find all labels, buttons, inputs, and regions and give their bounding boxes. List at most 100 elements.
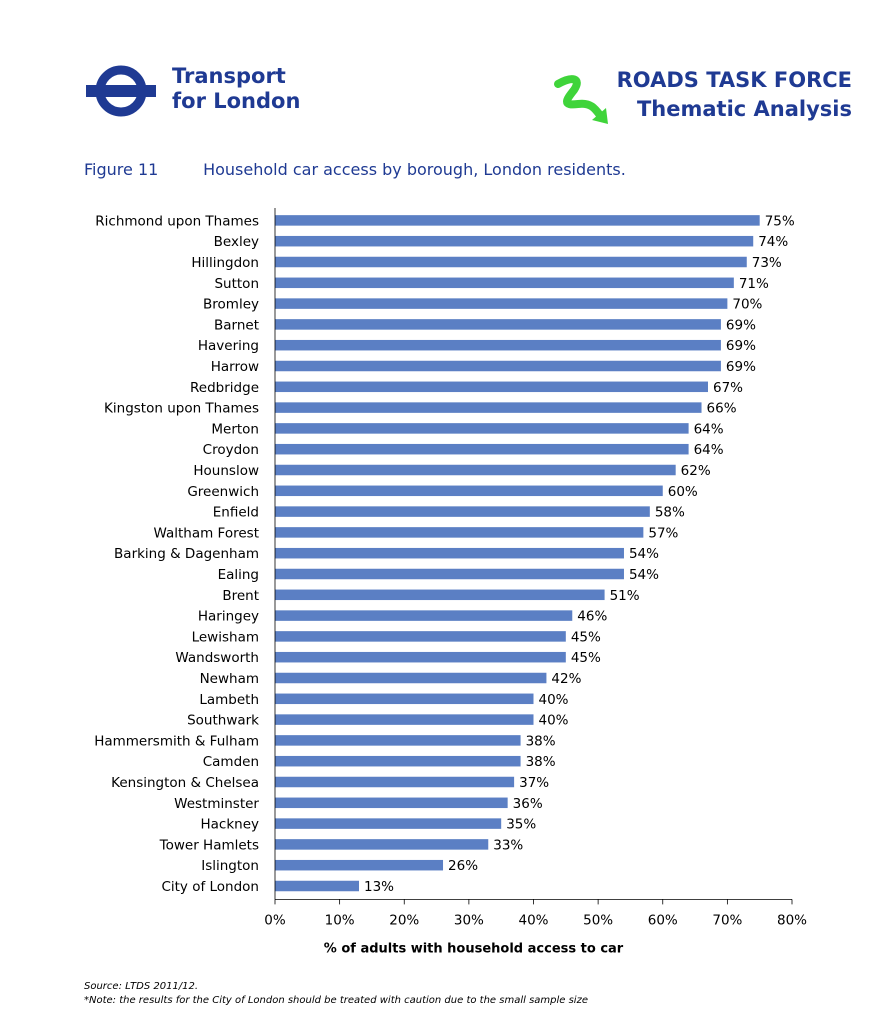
data-label: 62% (681, 463, 711, 479)
data-label: 54% (629, 546, 659, 562)
bar (275, 776, 515, 788)
source-text: Source: LTDS 2011/12. (84, 981, 199, 992)
bar (275, 215, 760, 226)
data-label: 26% (448, 858, 478, 874)
category-label: Croydon (203, 442, 259, 458)
x-tick-label: 10% (325, 912, 355, 928)
category-label: Kingston upon Thames (104, 401, 259, 417)
category-label: Greenwich (187, 484, 259, 500)
bar (275, 631, 566, 642)
data-label: 60% (668, 484, 698, 500)
category-label: Westminster (174, 796, 259, 812)
data-label: 35% (506, 817, 536, 833)
x-tick-label: 30% (454, 912, 484, 928)
category-label: City of London (161, 879, 259, 895)
category-label: Hammersmith & Fulham (94, 733, 259, 749)
data-label: 69% (726, 317, 756, 333)
bar (275, 235, 754, 247)
x-tick-label: 50% (583, 912, 613, 928)
bar (275, 797, 508, 809)
data-label: 13% (364, 879, 394, 895)
figure-title: Figure 11 Household car access by boroug… (84, 160, 626, 179)
data-label: 71% (739, 276, 769, 292)
data-label: 46% (577, 609, 607, 625)
bar (275, 527, 644, 538)
data-label: 64% (694, 421, 724, 437)
category-label: Camden (203, 754, 259, 770)
data-label: 45% (571, 650, 601, 666)
data-label: 38% (526, 754, 556, 770)
data-label: 69% (726, 359, 756, 375)
figure-number: Figure 11 (84, 160, 159, 179)
category-label: Kensington & Chelsea (111, 775, 259, 791)
data-label: 57% (648, 525, 678, 541)
x-tick-label: 40% (518, 912, 548, 928)
bar (275, 589, 605, 601)
x-tick-label: 60% (648, 912, 678, 928)
data-label: 69% (726, 338, 756, 354)
bar (275, 506, 650, 517)
category-label: Southwark (187, 713, 259, 729)
caution-note: *Note: the results for the City of Londo… (84, 995, 588, 1006)
bar (275, 714, 534, 725)
tfl-roundel-icon (86, 65, 156, 117)
category-label: Merton (211, 421, 259, 437)
category-label: Waltham Forest (153, 525, 259, 541)
data-label: 40% (539, 713, 569, 729)
data-label: 75% (765, 213, 795, 229)
bar (275, 568, 624, 580)
x-axis-title: % of adults with household access to car (324, 941, 624, 956)
bar (275, 735, 521, 746)
bar (275, 256, 747, 268)
bar (275, 485, 663, 497)
roads-task-force-line1: ROADS TASK FORCE (616, 68, 852, 92)
category-label: Hounslow (193, 463, 259, 479)
bar (275, 443, 689, 455)
x-tick-label: 0% (264, 912, 286, 928)
category-label: Barking & Dagenham (114, 546, 259, 562)
data-label: 51% (610, 588, 640, 604)
x-tick-label: 70% (712, 912, 742, 928)
bar (275, 672, 547, 684)
roads-task-force-line2: Thematic Analysis (636, 97, 852, 121)
figure-caption: Household car access by borough, London … (203, 160, 626, 179)
tfl-wordmark: Transport for London (172, 64, 300, 114)
category-label: Ealing (218, 567, 259, 583)
tfl-wordmark-line2: for London (172, 89, 301, 113)
bar (275, 610, 573, 621)
category-label: Islington (201, 858, 259, 874)
x-tick-label: 80% (777, 912, 807, 928)
bar (275, 464, 676, 476)
category-label: Richmond upon Thames (95, 213, 259, 229)
category-label: Bromley (203, 297, 259, 313)
bar (275, 755, 521, 767)
data-label: 45% (571, 629, 601, 645)
category-label: Wandsworth (175, 650, 259, 666)
data-label: 37% (519, 775, 549, 791)
bar (275, 839, 489, 850)
data-label: 74% (758, 234, 788, 250)
bar (275, 319, 721, 330)
category-label: Harrow (211, 359, 259, 375)
category-label: Hackney (200, 817, 259, 833)
category-label: Lambeth (199, 692, 259, 708)
category-label: Barnet (214, 317, 259, 333)
data-label: 58% (655, 505, 685, 521)
data-label: 54% (629, 567, 659, 583)
category-label: Enfield (213, 505, 259, 521)
category-label: Hillingdon (191, 255, 259, 271)
category-label: Brent (222, 588, 259, 604)
category-label: Sutton (214, 276, 259, 292)
data-label: 40% (539, 692, 569, 708)
roads-task-force-title: ROADS TASK FORCE Thematic Analysis (617, 66, 852, 124)
data-label: 70% (732, 297, 762, 313)
page-header: Transport for London ROADS TASK FORCE Th… (0, 0, 880, 150)
bar (275, 339, 721, 351)
category-label: Bexley (214, 234, 259, 250)
tfl-wordmark-line1: Transport (172, 64, 286, 88)
bar (275, 423, 689, 434)
bar-chart: Richmond upon Thames 75% Bexley 74% Hillingd… (94, 208, 807, 956)
data-label: 66% (707, 401, 737, 417)
bar (275, 693, 534, 705)
data-label: 42% (551, 671, 581, 687)
